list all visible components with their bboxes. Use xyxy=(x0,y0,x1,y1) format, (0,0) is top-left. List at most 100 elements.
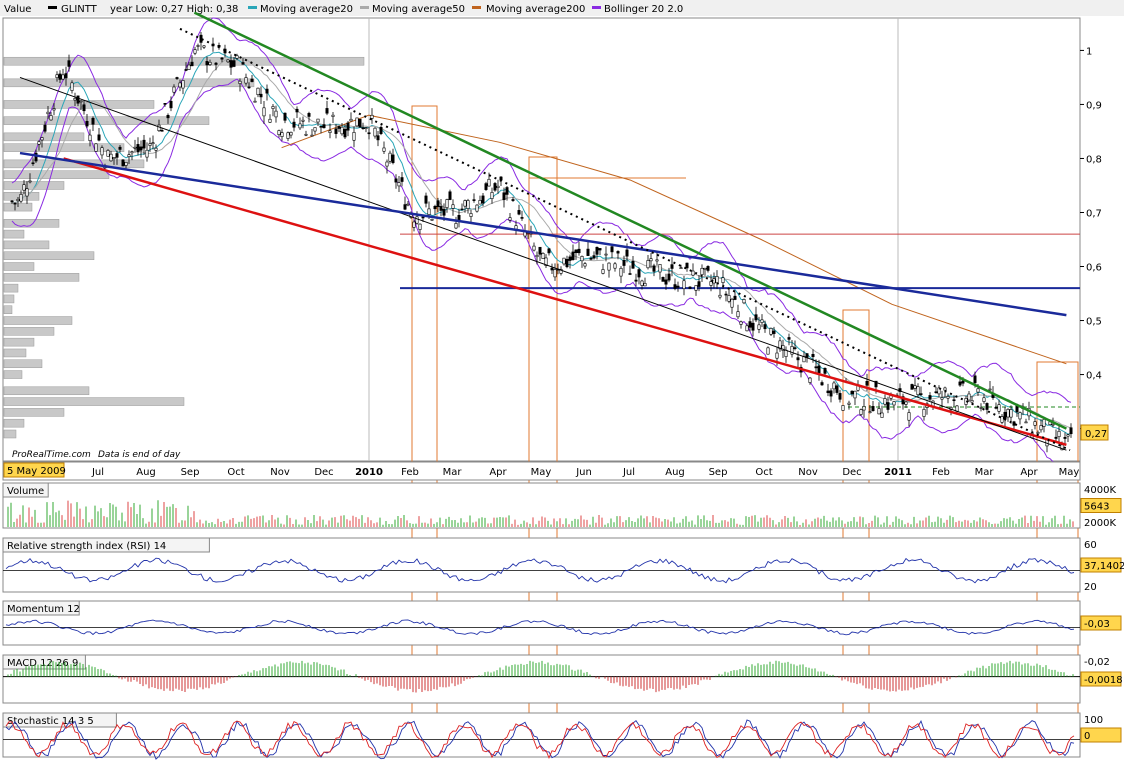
candle-body xyxy=(1060,444,1064,451)
candle-body xyxy=(49,115,53,121)
candle-body xyxy=(502,192,506,201)
volume-profile-bar xyxy=(3,143,125,152)
candle-body xyxy=(160,130,164,132)
macd-title: MACD 12 26 9 xyxy=(7,658,78,669)
volume-title-box xyxy=(2,482,49,498)
candle-body xyxy=(13,202,17,205)
price-y-axis: 0,30,40,50,60,70,80,91 xyxy=(1080,46,1102,436)
candle-body xyxy=(22,184,26,191)
candle-body xyxy=(640,280,644,286)
rsi-y-tick: 60 xyxy=(1084,540,1097,551)
candle-body xyxy=(808,377,812,383)
last-price-badge: 0,27 xyxy=(1080,424,1109,441)
candle-body xyxy=(595,246,599,255)
candle-body xyxy=(418,223,422,230)
candle-body xyxy=(622,260,626,266)
candle-body xyxy=(55,74,59,78)
volume-last-value-badge xyxy=(1080,498,1122,513)
candle-body xyxy=(118,146,122,150)
start-date-badge xyxy=(3,462,65,478)
candle-body xyxy=(79,100,83,103)
candle-body xyxy=(466,200,470,209)
candle-body xyxy=(976,388,980,393)
candle-body xyxy=(94,143,98,152)
candle-body xyxy=(562,257,566,265)
candle-body xyxy=(907,412,911,421)
rsi-last-value: 37,1402 xyxy=(1084,561,1124,572)
volume-profile-bar xyxy=(3,159,145,169)
rsi-line xyxy=(5,557,1075,584)
candle-body xyxy=(70,82,74,91)
candle-body xyxy=(775,352,779,359)
candle-body xyxy=(886,402,890,410)
candle-body xyxy=(544,257,548,266)
candle-body xyxy=(829,390,833,397)
momentum-last-value: -0,03 xyxy=(1084,619,1110,630)
candle-body xyxy=(73,98,77,101)
candle-body xyxy=(112,157,116,160)
candle-body xyxy=(436,200,440,208)
candle-body xyxy=(742,299,746,304)
y-tick-label: 1 xyxy=(1086,46,1092,57)
candle-body xyxy=(922,409,926,417)
candle-body xyxy=(613,263,617,269)
candle-body xyxy=(517,210,521,215)
candle-body xyxy=(763,324,767,330)
candle-body xyxy=(358,118,362,128)
trendlines xyxy=(19,11,1071,452)
candle-body xyxy=(580,256,584,262)
candle-body xyxy=(127,154,131,157)
candle-body xyxy=(181,80,185,89)
candle-body xyxy=(187,64,191,70)
date-tick-may: May xyxy=(1059,467,1080,478)
candle-body xyxy=(769,328,773,335)
candle-body xyxy=(982,397,986,402)
volume-profile-bar xyxy=(3,219,60,228)
candle-body xyxy=(289,131,293,136)
candle-body xyxy=(703,267,707,270)
volume-profile-bar xyxy=(3,370,23,379)
candle-body xyxy=(145,149,149,158)
candle-body xyxy=(1051,423,1055,426)
candle-body xyxy=(403,204,407,210)
trendline xyxy=(63,157,1067,446)
date-tick-jul: Jul xyxy=(622,467,635,478)
candle-body xyxy=(334,128,338,134)
year-range: year Low: 0,27 High: 0,38 xyxy=(110,4,238,15)
candle-body xyxy=(685,262,689,269)
candle-body xyxy=(373,127,377,137)
candle-body xyxy=(700,267,704,275)
candle-body xyxy=(256,87,260,95)
candle-body xyxy=(241,62,245,65)
candle-body xyxy=(928,395,932,400)
watermark-brand: ProRealTime.com xyxy=(12,450,91,460)
candle-body xyxy=(577,248,581,254)
candle-body xyxy=(838,393,842,400)
candle-body xyxy=(754,314,758,321)
last-price-text: 0,27 xyxy=(1085,429,1107,440)
volume-profile-bar xyxy=(3,56,365,66)
candle-body xyxy=(367,132,371,135)
macd-panel: MACD 12 26 9 -0,02 -0,0018 xyxy=(2,654,1123,704)
volume-y-tick: 4000K xyxy=(1084,485,1116,496)
date-tick-may: May xyxy=(531,467,552,478)
candle-body xyxy=(154,147,158,151)
candle-body xyxy=(385,161,389,167)
candle-body xyxy=(589,258,593,260)
price-panel: 0,30,40,50,60,70,80,91 ProRealTime.com D… xyxy=(2,11,1109,758)
candle-body xyxy=(787,337,791,340)
date-axis-band xyxy=(2,461,1081,481)
date-tick-sep: Sep xyxy=(181,467,200,478)
candle-body xyxy=(736,311,740,318)
bollinger-swatch xyxy=(592,6,601,9)
candle-body xyxy=(61,74,65,80)
candle-body xyxy=(916,386,920,395)
candle-body xyxy=(355,117,359,127)
candle-body xyxy=(880,412,884,418)
candle-body xyxy=(229,60,233,68)
rsi-title: Relative strength index (RSI) 14 xyxy=(7,541,166,552)
price-candles xyxy=(10,32,1073,453)
candle-body xyxy=(1042,419,1046,427)
volume-profile-bar xyxy=(3,294,15,304)
candle-body xyxy=(10,200,14,203)
